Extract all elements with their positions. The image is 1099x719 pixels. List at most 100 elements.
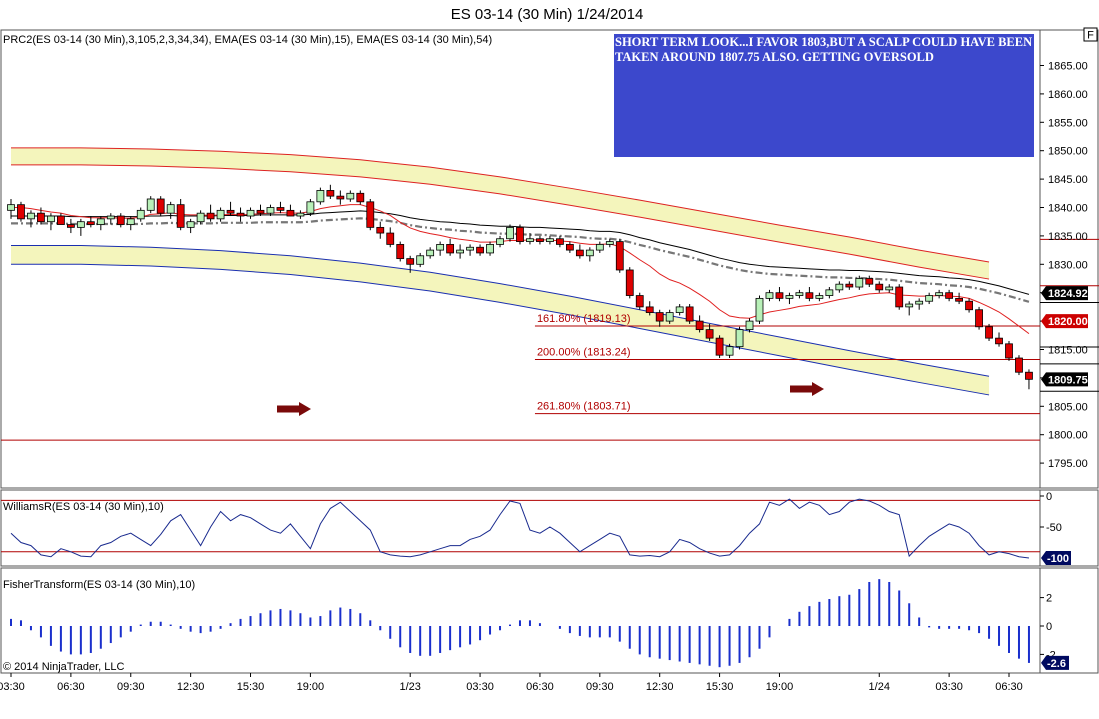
candle-body-up [486, 244, 494, 254]
candle-body-up [346, 192, 355, 200]
candle [1015, 355, 1023, 376]
candle [256, 204, 265, 217]
price-panel-label: PRC2(ES 03-14 (30 Min),3,105,2,3,34,34),… [3, 34, 492, 46]
candle-body-up [725, 346, 734, 356]
candle-body-up [426, 249, 435, 257]
candle [466, 244, 474, 256]
candle-body-up [7, 204, 15, 211]
price-panel[interactable]: 161.80% (1819.13) 200.00% (1813.24) 261.80… [0, 29, 1099, 489]
candle-body-down [655, 312, 664, 322]
candle-body-up [316, 190, 325, 203]
candle [825, 287, 834, 299]
candle [7, 198, 15, 219]
candle [66, 218, 75, 234]
candle [546, 235, 554, 245]
candle-body-up [496, 238, 504, 245]
candle-body-down [685, 306, 694, 322]
williams-last-tag-label: -100 [1047, 553, 1069, 565]
candle-body-down [1015, 357, 1023, 373]
time-tick-label: 06:30 [57, 681, 85, 693]
price-tag-label: 1809.75 [1048, 374, 1088, 386]
candle-body-down [37, 212, 45, 223]
candle [176, 198, 185, 231]
candle-body-up [27, 212, 35, 220]
price-tick-label: 1840.00 [1048, 203, 1088, 215]
candle-body-up [835, 283, 844, 291]
candle [1005, 340, 1013, 361]
candle-body-down [1025, 371, 1033, 380]
candle [765, 289, 774, 302]
candle [306, 198, 315, 217]
candle-body-down [775, 292, 784, 299]
williams-last-tag [1041, 551, 1071, 565]
price-tick-label: 1845.00 [1048, 174, 1088, 186]
candle-body-up [675, 306, 684, 313]
candle-body-down [156, 198, 165, 214]
candle-body-up [216, 209, 225, 220]
williams-r-line [10, 498, 1030, 559]
fisher-panel-label: FisherTransform(ES 03-14 (30 Min),10) [3, 579, 195, 591]
williams-tick-label: -50 [1046, 522, 1062, 534]
candle [416, 252, 425, 268]
williams-r-panel[interactable]: 0 -50 -100 [0, 489, 1099, 567]
candle-body-down [286, 209, 295, 217]
candle-body-up [885, 286, 894, 291]
candle-body-up [126, 218, 135, 225]
candle-body-down [985, 326, 993, 339]
price-tag [1041, 286, 1088, 301]
candle [615, 238, 624, 273]
fisher-tick-label: 2 [1046, 593, 1052, 605]
candle-body-down [386, 232, 395, 245]
target-arrow-left [277, 402, 311, 416]
candle [236, 207, 245, 222]
candle [985, 323, 993, 341]
format-button[interactable]: F [1083, 27, 1098, 42]
price-tick-label: 1850.00 [1048, 146, 1088, 158]
candle [955, 292, 963, 305]
candle [855, 275, 864, 290]
candle-body-down [256, 209, 265, 214]
lower-band-inner-line [11, 245, 990, 377]
candle-body-down [57, 215, 65, 225]
price-tick-label: 1815.00 [1048, 345, 1088, 357]
candle-body-down [86, 221, 95, 225]
fib-level-label: 261.80% (1803.71) [537, 401, 631, 413]
candle [645, 301, 654, 316]
candle [526, 233, 534, 245]
candle-body-up [546, 238, 554, 242]
price-tick-label: 1795.00 [1048, 458, 1088, 470]
candle-body-up [296, 212, 305, 217]
candle-body-up [306, 201, 315, 214]
candle-body-down [965, 300, 973, 311]
candle [506, 224, 514, 242]
candle-body-up [935, 292, 944, 296]
candle [436, 241, 445, 256]
price-tick-label: 1865.00 [1048, 61, 1088, 73]
candle [785, 292, 794, 305]
candle [905, 301, 914, 316]
candle [156, 196, 165, 217]
candle-body-up [665, 312, 674, 322]
candle [585, 247, 594, 262]
candle [605, 238, 614, 248]
candle-body-up [186, 221, 195, 228]
candle [595, 241, 604, 253]
candle-body-up [905, 303, 914, 308]
candle [166, 201, 175, 219]
candle [565, 241, 574, 253]
candle-body-down [176, 204, 185, 228]
candle-body-down [66, 224, 75, 228]
candle [27, 210, 35, 228]
price-tick-label: 1855.00 [1048, 117, 1088, 129]
candle-body-down [645, 306, 654, 313]
candle [935, 289, 944, 299]
lower-band-fill [11, 245, 990, 395]
candle [665, 309, 674, 324]
candle-body-up [585, 249, 594, 257]
candle [136, 207, 145, 222]
candle [246, 207, 255, 219]
candle-body-up [96, 218, 105, 225]
candle [516, 224, 524, 245]
copyright-text: © 2014 NinjaTrader, LLC [3, 661, 124, 673]
chart-title: ES 03-14 (30 Min) 1/24/2014 [451, 6, 644, 23]
